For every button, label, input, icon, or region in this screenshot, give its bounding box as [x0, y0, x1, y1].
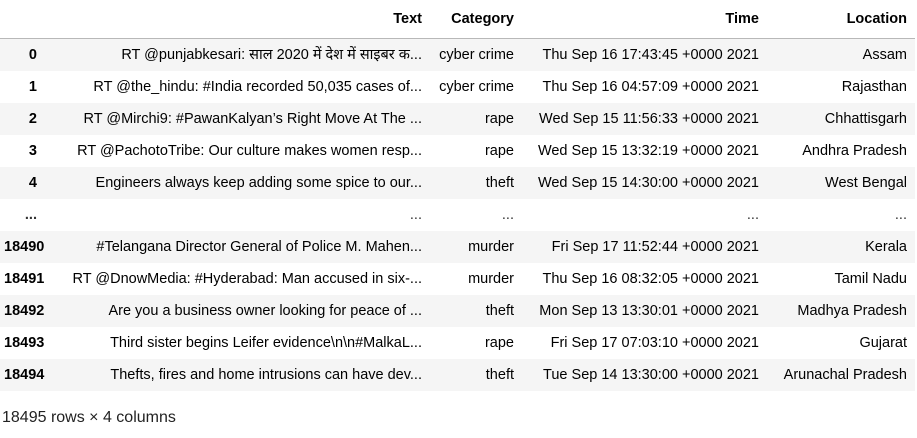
table-row: 18491 RT @DnowMedia: #Hyderabad: Man acc…	[0, 263, 915, 295]
cell-location: ...	[894, 207, 907, 223]
cell-time: Wed Sep 15 13:32:19 +0000 2021	[537, 143, 759, 159]
cell-time: Thu Sep 16 08:32:05 +0000 2021	[542, 271, 759, 287]
row-index: 18492	[4, 303, 45, 319]
row-index: 1	[28, 79, 37, 95]
cell-text: RT @PachotoTribe: Our culture makes wome…	[77, 143, 422, 159]
cell-category: cyber crime	[439, 47, 514, 63]
column-header-category: Category	[430, 0, 522, 39]
column-header-text: Text	[45, 0, 430, 39]
table-header: Text Category Time Location	[0, 0, 915, 39]
cell-text: Engineers always keep adding some spice …	[95, 175, 422, 191]
cell-category: cyber crime	[439, 79, 514, 95]
cell-category: rape	[484, 111, 514, 127]
column-header-location: Location	[767, 0, 915, 39]
table-row: 18492 Are you a business owner looking f…	[0, 295, 915, 327]
table-row: 18494 Thefts, fires and home intrusions …	[0, 359, 915, 391]
dataframe-shape-text: 18495 rows × 4 columns	[2, 409, 176, 426]
cell-text: Are you a business owner looking for pea…	[108, 303, 422, 319]
cell-time: Fri Sep 17 07:03:10 +0000 2021	[550, 335, 759, 351]
cell-location: Madhya Pradesh	[797, 303, 907, 319]
column-header-time: Time	[522, 0, 767, 39]
table-row: 2 RT @Mirchi9: #PawanKalyan’s Right Move…	[0, 103, 915, 135]
cell-text: RT @DnowMedia: #Hyderabad: Man accused i…	[72, 271, 422, 287]
table-row: 4 Engineers always keep adding some spic…	[0, 167, 915, 199]
row-index: 18493	[4, 335, 45, 351]
cell-time: Thu Sep 16 04:57:09 +0000 2021	[542, 79, 759, 95]
cell-location: Arunachal Pradesh	[783, 367, 907, 383]
cell-time: ...	[746, 207, 759, 223]
cell-category: rape	[484, 143, 514, 159]
cell-location: Andhra Pradesh	[802, 143, 907, 159]
table-body: 0 RT @punjabkesari: साल 2020 में देश में…	[0, 38, 915, 391]
row-index: 18491	[4, 271, 45, 287]
cell-category: murder	[468, 239, 514, 255]
cell-text: RT @punjabkesari: साल 2020 में देश में स…	[121, 47, 422, 63]
cell-time: Mon Sep 13 13:30:01 +0000 2021	[539, 303, 759, 319]
cell-time: Fri Sep 17 11:52:44 +0000 2021	[551, 239, 759, 255]
dataframe-table: Text Category Time Location 0 RT @punjab…	[0, 0, 915, 391]
cell-category: theft	[485, 303, 514, 319]
row-index: 2	[28, 111, 37, 127]
cell-text: #Telangana Director General of Police M.…	[96, 239, 422, 255]
row-index: ...	[24, 207, 37, 223]
cell-text: Thefts, fires and home intrusions can ha…	[110, 367, 422, 383]
cell-text: RT @the_hindu: #India recorded 50,035 ca…	[93, 79, 422, 95]
cell-location: Assam	[862, 47, 907, 63]
ellipsis-row: ... ... ... ... ...	[0, 199, 915, 231]
row-index: 18490	[4, 239, 45, 255]
row-index: 4	[28, 175, 37, 191]
cell-time: Tue Sep 14 13:30:00 +0000 2021	[543, 367, 759, 383]
header-row: Text Category Time Location	[0, 0, 915, 39]
cell-time: Wed Sep 15 14:30:00 +0000 2021	[537, 175, 759, 191]
cell-location: Rajasthan	[841, 79, 907, 95]
cell-category: rape	[484, 335, 514, 351]
cell-location: West Bengal	[825, 175, 907, 191]
cell-location: Chhattisgarh	[824, 111, 907, 127]
cell-location: Kerala	[865, 239, 907, 255]
cell-text: ...	[409, 207, 422, 223]
cell-category: theft	[485, 367, 514, 383]
cell-location: Gujarat	[859, 335, 907, 351]
cell-category: ...	[501, 207, 514, 223]
table-row: 1 RT @the_hindu: #India recorded 50,035 …	[0, 71, 915, 103]
row-index: 0	[28, 47, 37, 63]
cell-time: Thu Sep 16 17:43:45 +0000 2021	[542, 47, 759, 63]
cell-category: theft	[485, 175, 514, 191]
cell-text: RT @Mirchi9: #PawanKalyan’s Right Move A…	[83, 111, 422, 127]
index-header	[0, 0, 45, 39]
cell-location: Tamil Nadu	[834, 271, 907, 287]
cell-time: Wed Sep 15 11:56:33 +0000 2021	[539, 111, 759, 127]
table-row: 0 RT @punjabkesari: साल 2020 में देश में…	[0, 38, 915, 71]
row-index: 18494	[4, 367, 45, 383]
cell-category: murder	[468, 271, 514, 287]
table-row: 18493 Third sister begins Leifer evidenc…	[0, 327, 915, 359]
table-row: 3 RT @PachotoTribe: Our culture makes wo…	[0, 135, 915, 167]
cell-text: Third sister begins Leifer evidence\n\n#…	[110, 335, 422, 351]
table-row: 18490 #Telangana Director General of Pol…	[0, 231, 915, 263]
row-index: 3	[28, 143, 37, 159]
